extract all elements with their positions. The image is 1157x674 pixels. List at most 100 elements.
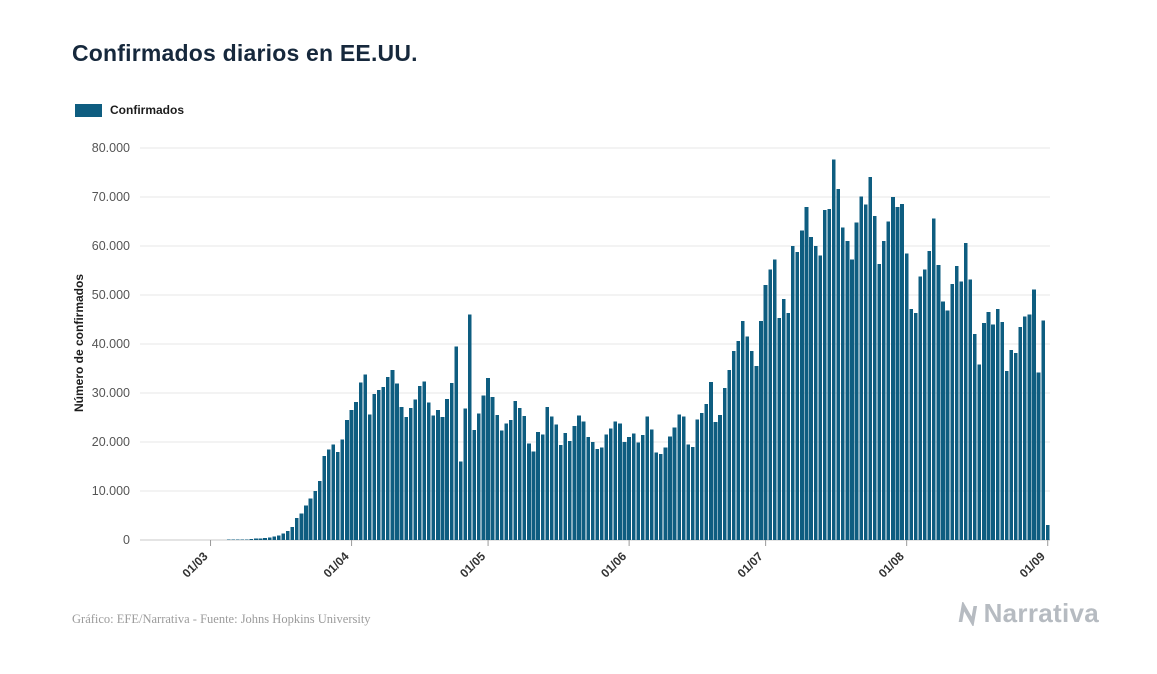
bar: [754, 366, 759, 540]
x-tick-label: 01/04: [321, 549, 352, 580]
bar: [431, 415, 436, 540]
y-tick-label: 60.000: [92, 239, 130, 253]
bar: [977, 364, 982, 540]
x-tick-label: 01/03: [180, 549, 211, 580]
bar: [258, 538, 263, 541]
bar: [804, 206, 809, 541]
bar: [1000, 321, 1004, 540]
bar: [895, 206, 900, 541]
bar: [240, 539, 245, 540]
bar: [613, 421, 618, 540]
bar: [358, 382, 363, 540]
y-tick-label: 0: [123, 533, 130, 547]
bar: [449, 383, 454, 540]
bar: [1032, 289, 1036, 540]
bar: [604, 434, 609, 540]
bar: [918, 276, 923, 540]
bar: [531, 451, 536, 540]
bar: [513, 400, 518, 540]
bar: [677, 414, 681, 540]
bar: [995, 309, 1000, 540]
bar: [681, 416, 686, 540]
bar: [932, 218, 936, 540]
bar: [581, 421, 586, 540]
bar: [490, 396, 495, 540]
bar: [672, 427, 677, 540]
bar: [354, 401, 358, 540]
legend-label: Confirmados: [110, 103, 185, 117]
bar: [263, 537, 267, 541]
bar: [477, 413, 481, 540]
brand-logo: Narrativa: [957, 598, 1099, 629]
bar: [868, 176, 872, 540]
bar: [522, 416, 527, 540]
bar: [991, 324, 995, 540]
bar: [963, 243, 968, 540]
bar: [631, 433, 636, 540]
bar: [518, 408, 522, 540]
bar: [618, 423, 622, 540]
y-tick-label: 70.000: [92, 190, 130, 204]
bar: [640, 435, 645, 540]
bar: [659, 453, 663, 540]
bar: [527, 443, 531, 540]
bar: [713, 421, 718, 540]
bar: [704, 403, 709, 540]
bar: [636, 442, 640, 540]
bar: [1036, 372, 1041, 540]
bar: [345, 419, 349, 540]
bar: [882, 241, 886, 540]
bar: [1027, 314, 1032, 540]
bar: [458, 461, 463, 540]
bar: [1013, 352, 1018, 540]
bar: [536, 432, 540, 540]
bar: [622, 442, 627, 540]
bar: [813, 246, 818, 540]
bar: [235, 539, 240, 540]
bar: [795, 251, 800, 540]
bar: [285, 531, 290, 540]
bar: [595, 448, 599, 540]
x-tick-label: 01/07: [735, 549, 766, 580]
bar: [427, 402, 431, 540]
bar: [558, 444, 563, 540]
bar: [891, 197, 895, 540]
bar: [954, 266, 959, 540]
bar: [390, 369, 395, 540]
bars: [185, 159, 1050, 541]
bar: [254, 538, 258, 540]
bar: [463, 408, 468, 540]
bar: [590, 442, 595, 540]
bar: [372, 393, 377, 540]
bar: [690, 446, 695, 540]
bar: [800, 230, 804, 540]
bar: [381, 387, 386, 540]
x-tick-label: 01/06: [598, 549, 629, 580]
bar: [886, 221, 891, 540]
bar: [854, 222, 859, 540]
bar: [272, 536, 276, 540]
bar: [467, 314, 472, 540]
bar: [304, 505, 308, 540]
bar: [495, 415, 499, 540]
bar: [695, 419, 700, 540]
bar: [863, 204, 868, 540]
bar: [1004, 370, 1009, 540]
bar: [950, 284, 954, 540]
page-title: Confirmados diarios en EE.UU.: [72, 40, 418, 66]
bar: [836, 189, 841, 540]
bar: [973, 334, 977, 540]
bar: [472, 429, 477, 540]
bar: [827, 208, 832, 540]
bar: [649, 429, 654, 540]
bar: [927, 250, 932, 540]
bar: [745, 336, 750, 540]
bar: [831, 159, 836, 540]
bar: [822, 210, 827, 540]
bar: [299, 513, 304, 540]
bar: [763, 285, 768, 540]
bar-chart: 0 10.000 20.000 30.000 40.000 50.000 60.000 70.…: [92, 141, 1050, 580]
bar: [545, 407, 549, 540]
bar: [663, 447, 668, 540]
legend: Confirmados: [75, 103, 184, 117]
